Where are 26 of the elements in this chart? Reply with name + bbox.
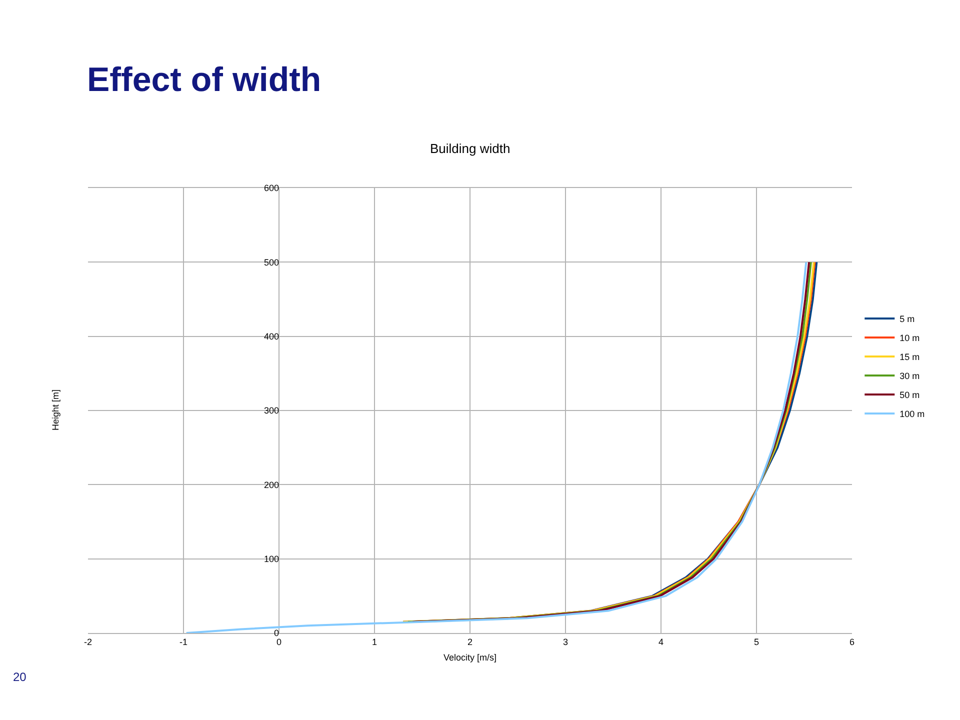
x-tick-label: 4 — [658, 636, 664, 647]
y-tick-label: 400 — [264, 331, 279, 342]
legend-label: 5 m — [900, 314, 915, 324]
y-tick-label: 300 — [264, 406, 279, 416]
x-tick-label: -2 — [84, 636, 92, 647]
y-tick-label: 500 — [264, 257, 279, 268]
legend-label: 10 m — [900, 333, 920, 344]
x-axis-title: Velocity [m/s] — [443, 652, 497, 663]
y-tick-label: 100 — [264, 554, 279, 564]
x-tick-label: 5 — [754, 636, 760, 647]
chart-subtitle: Building width — [430, 141, 510, 156]
legend-label: 100 m — [900, 409, 925, 420]
legend-label: 50 m — [900, 390, 920, 400]
x-tick-label: 1 — [372, 636, 378, 647]
x-tick-label: 6 — [849, 636, 855, 647]
x-tick-label: -1 — [179, 636, 188, 647]
y-tick-label: 600 — [264, 183, 279, 194]
legend-label: 30 m — [900, 371, 920, 382]
y-tick-label: 200 — [264, 480, 279, 490]
y-axis-title: Height [m] — [50, 389, 60, 430]
text: 20 — [13, 670, 27, 684]
y-tick-label: 0 — [274, 628, 279, 638]
legend-label: 15 m — [900, 352, 920, 362]
x-tick-label: 2 — [467, 636, 473, 647]
chart-title: Effect of width — [87, 61, 322, 99]
x-tick-label: 3 — [562, 636, 568, 647]
